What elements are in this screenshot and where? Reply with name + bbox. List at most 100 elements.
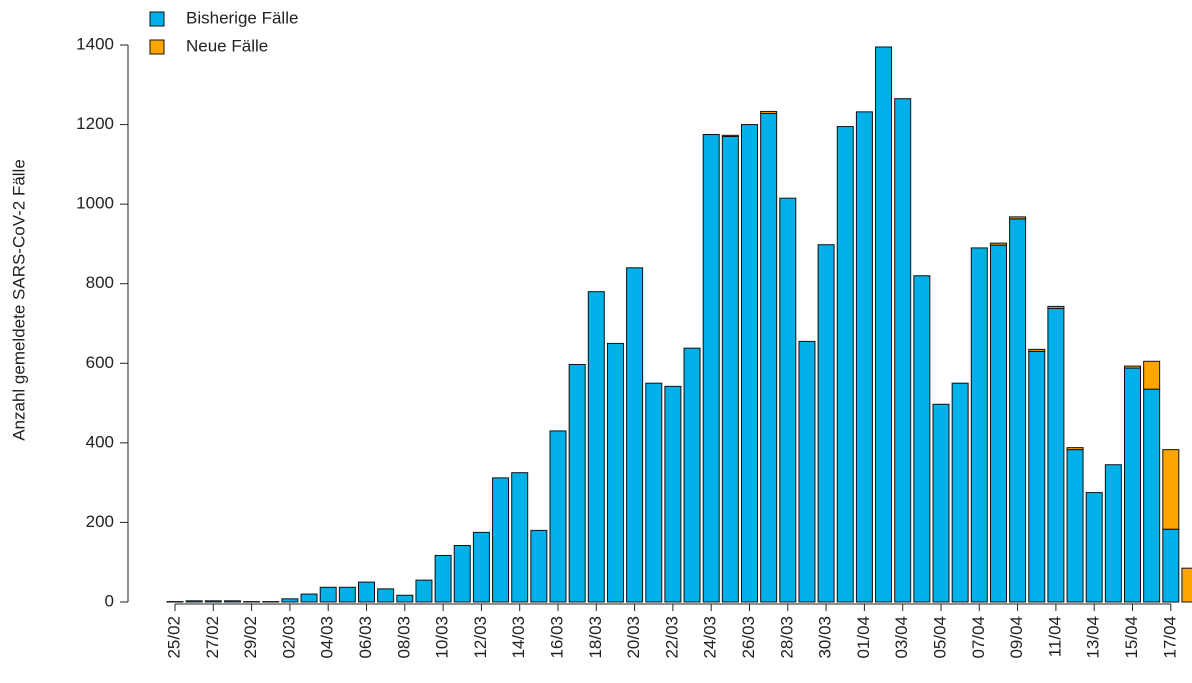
bar-segment: [511, 472, 529, 603]
bar-segment: [396, 594, 414, 603]
bar-segment: [1162, 449, 1180, 530]
x-tick-label: 02/03: [279, 616, 298, 659]
bar-segment: [185, 600, 203, 603]
legend-label: Bisherige Fälle: [186, 8, 298, 27]
bar-segment: [1047, 305, 1065, 309]
bar-segment: [645, 382, 663, 603]
bar-segment: [1009, 216, 1027, 220]
y-tick-label: 200: [86, 512, 114, 531]
bar-segment: [1047, 307, 1065, 603]
bar-segment: [1028, 348, 1046, 352]
x-tick-label: 12/03: [471, 616, 490, 659]
bar-segment: [338, 586, 356, 603]
bar-segment: [932, 403, 950, 603]
y-axis-label: Anzahl gemeldete SARS-CoV-2 Fälle: [9, 159, 28, 441]
x-tick-label: 04/03: [318, 616, 337, 659]
y-tick-label: 600: [86, 353, 114, 372]
x-tick-label: 07/04: [969, 616, 988, 659]
y-tick-label: 1400: [76, 34, 114, 53]
x-tick-label: 14/03: [509, 616, 528, 659]
x-tick-label: 18/03: [586, 616, 605, 659]
x-tick-label: 24/03: [701, 616, 720, 659]
bar-segment: [1085, 492, 1103, 603]
bar-segment: [1181, 567, 1192, 603]
x-tick-label: 10/03: [433, 616, 452, 659]
x-tick-label: 05/04: [930, 616, 949, 659]
x-tick-label: 26/03: [739, 616, 758, 659]
x-tick-label: 29/02: [241, 616, 260, 659]
bar-segment: [836, 126, 854, 603]
bar-segment: [377, 588, 395, 603]
bar-segment: [568, 363, 586, 603]
bar-segment: [1162, 528, 1180, 603]
x-tick-label: 03/04: [892, 616, 911, 659]
x-tick-label: 15/04: [1122, 616, 1141, 659]
bar-segment: [741, 124, 758, 603]
y-tick-label: 1200: [76, 114, 114, 133]
legend-label: Neue Fälle: [186, 36, 268, 55]
y-tick-label: 1000: [76, 194, 114, 213]
bar-segment: [760, 110, 778, 114]
y-tick-label: 400: [86, 432, 114, 451]
bar-segment: [223, 600, 241, 603]
x-tick-label: 28/03: [777, 616, 796, 659]
x-tick-label: 08/03: [394, 616, 413, 659]
bar-segment: [894, 98, 912, 603]
bar-segment: [1028, 350, 1046, 603]
bar-segment: [1124, 365, 1141, 369]
x-tick-label: 01/04: [854, 616, 873, 659]
bar-segment: [204, 600, 222, 603]
bar-segment: [606, 342, 624, 603]
bar-segment: [1104, 464, 1122, 603]
bar-segment: [300, 593, 318, 603]
x-tick-label: 27/02: [203, 616, 222, 659]
bar-segment: [549, 430, 567, 603]
bar-segment: [798, 340, 816, 603]
y-tick-label: 0: [105, 591, 114, 610]
legend-swatch: [149, 11, 165, 27]
x-tick-label: 09/04: [1007, 616, 1026, 659]
bar-segment: [1143, 388, 1161, 603]
bar-segment: [434, 554, 452, 603]
bar-segment: [1009, 218, 1027, 603]
x-tick-label: 22/03: [662, 616, 681, 659]
x-tick-label: 25/02: [164, 616, 183, 659]
x-tick-label: 13/04: [1084, 616, 1103, 659]
bar-segment: [358, 581, 375, 603]
y-tick-label: 800: [86, 273, 114, 292]
bar-segment: [721, 134, 739, 138]
bar-segment: [702, 134, 720, 603]
bar-segment: [453, 545, 471, 603]
bar-segment: [281, 598, 299, 603]
x-tick-label: 20/03: [624, 616, 643, 659]
x-tick-label: 17/04: [1160, 616, 1179, 659]
bar-segment: [664, 385, 682, 603]
bar-segment: [683, 347, 701, 603]
bar-segment: [415, 579, 433, 603]
legend-swatch: [149, 39, 165, 55]
bar-segment: [626, 267, 644, 603]
bar-segment: [492, 477, 510, 603]
bar-segment: [913, 275, 931, 603]
bar-segment: [855, 111, 873, 603]
x-tick-label: 11/04: [1045, 616, 1064, 657]
x-tick-label: 06/03: [356, 616, 375, 659]
bar-segment: [587, 291, 605, 603]
bar-segment: [970, 247, 988, 603]
bar-segment: [779, 197, 797, 603]
bar-segment: [989, 244, 1007, 603]
bar-segment: [817, 244, 835, 603]
bar-segment: [721, 136, 739, 603]
bar-segment: [989, 242, 1007, 246]
x-tick-label: 16/03: [547, 616, 566, 659]
bar-segment: [760, 112, 778, 603]
bar-segment: [1066, 447, 1084, 451]
bar-segment: [1066, 449, 1084, 603]
bar-segment: [875, 46, 893, 603]
bar-segment: [319, 586, 337, 603]
bar-segment: [1124, 367, 1141, 603]
bar-segment: [1143, 360, 1161, 390]
bar-segment: [472, 531, 490, 603]
bar-segment: [530, 529, 548, 603]
